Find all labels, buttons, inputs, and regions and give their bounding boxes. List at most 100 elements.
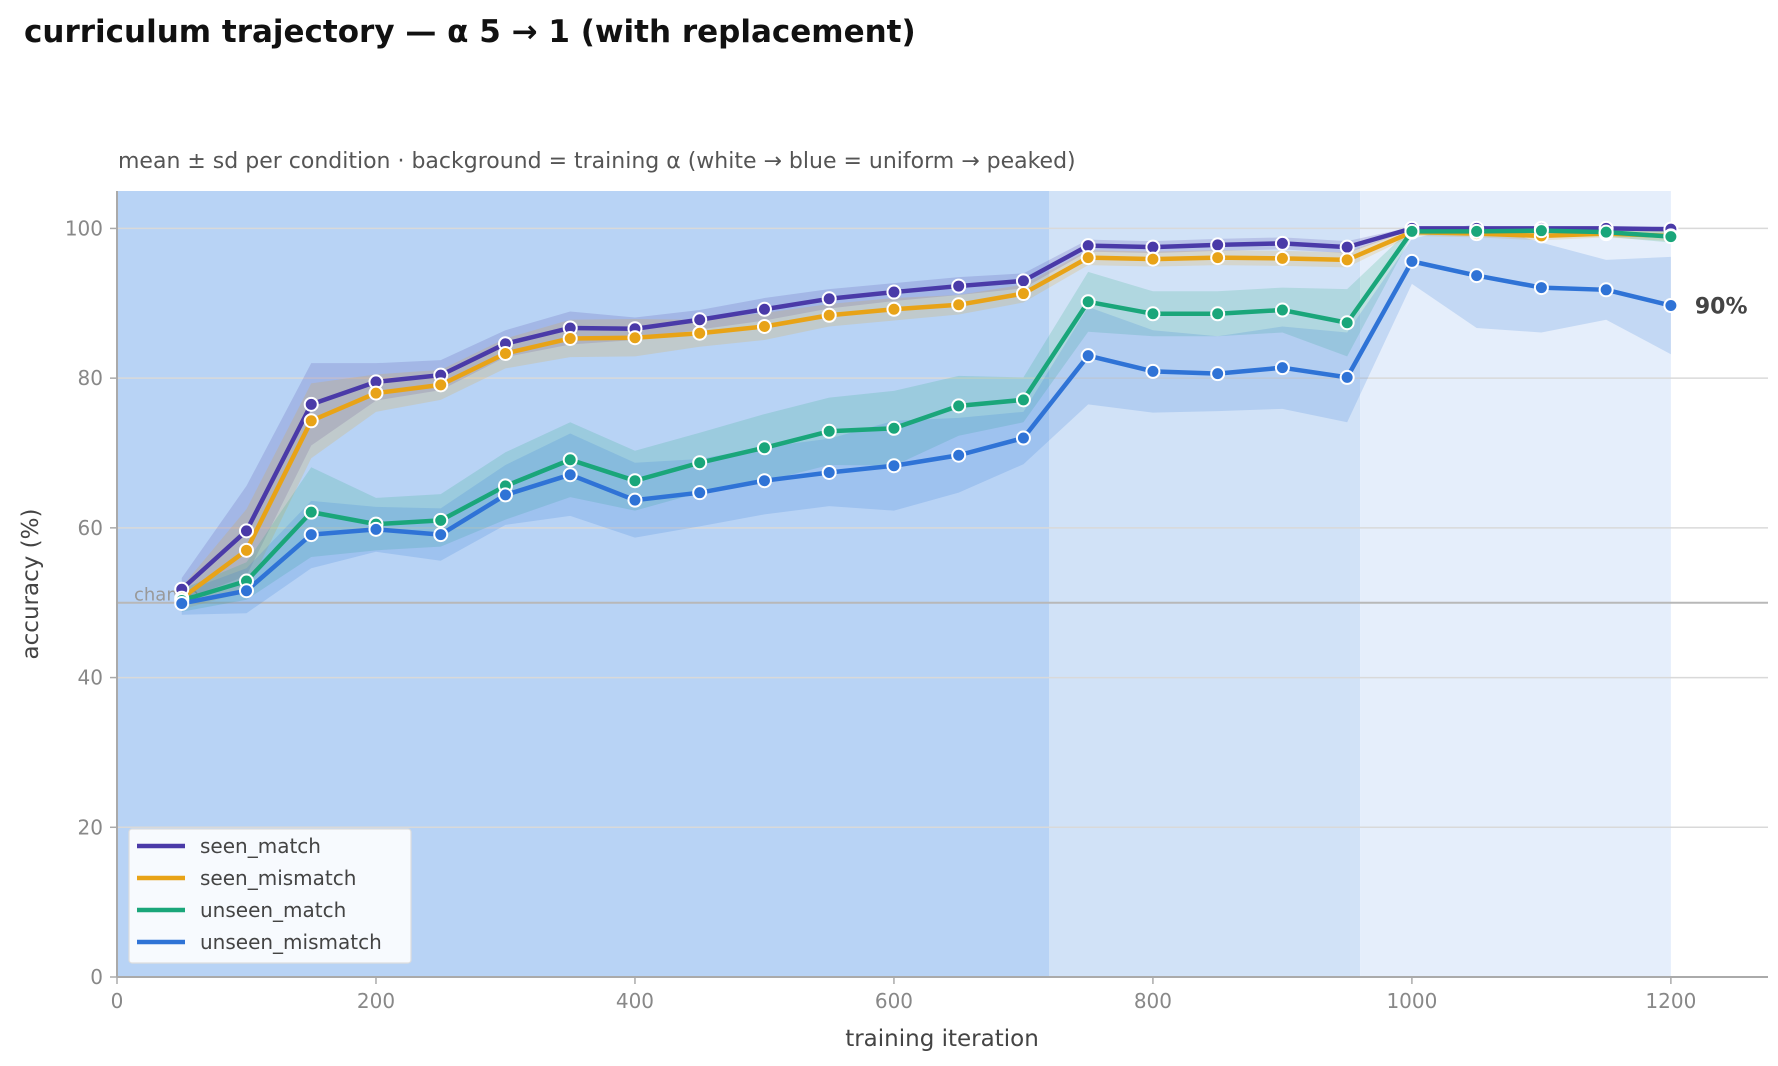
sd-band-seen_match bbox=[181, 226, 1671, 601]
point-seen_mismatch-500 bbox=[756, 318, 772, 334]
point-unseen_match-1000 bbox=[1404, 223, 1420, 239]
point-unseen_mismatch-800 bbox=[1145, 363, 1161, 379]
background-band-2 bbox=[1360, 191, 1671, 977]
legend-label-unseen_mismatch: unseen_mismatch bbox=[200, 930, 382, 954]
y-tick-label-0: 0 bbox=[90, 965, 103, 989]
point-seen_mismatch-600 bbox=[886, 301, 902, 317]
x-tick-label-600: 600 bbox=[875, 989, 913, 1013]
point-unseen_mismatch-300 bbox=[497, 487, 513, 503]
axes bbox=[110, 191, 1768, 984]
point-seen_mismatch-100 bbox=[238, 542, 254, 558]
point-unseen_mismatch-750 bbox=[1080, 348, 1096, 364]
point-unseen_mismatch-200 bbox=[368, 521, 384, 537]
series-line-seen_match bbox=[179, 226, 1674, 592]
point-unseen_mismatch-900 bbox=[1274, 360, 1290, 376]
series-lines bbox=[179, 226, 1674, 606]
y-tick-label-60: 60 bbox=[78, 516, 103, 540]
point-unseen_mismatch-150 bbox=[303, 527, 319, 543]
point-seen_mismatch-450 bbox=[692, 325, 708, 341]
series-line-unseen_mismatch bbox=[179, 259, 1674, 606]
point-seen_match-650 bbox=[951, 278, 967, 294]
point-unseen_match-1200 bbox=[1663, 229, 1679, 245]
point-unseen_mismatch-1050 bbox=[1469, 268, 1485, 284]
point-seen_match-500 bbox=[756, 301, 772, 317]
point-seen_match-150 bbox=[303, 396, 319, 412]
legend-label-unseen_match: unseen_match bbox=[200, 898, 346, 922]
background-band-1 bbox=[1049, 191, 1361, 977]
point-unseen_match-750 bbox=[1080, 294, 1096, 310]
series-line-unseen_match bbox=[179, 228, 1674, 603]
point-unseen_mismatch-600 bbox=[886, 458, 902, 474]
x-tick-label-200: 200 bbox=[357, 989, 395, 1013]
point-seen_mismatch-300 bbox=[497, 345, 513, 361]
point-seen_match-450 bbox=[692, 312, 708, 328]
point-seen_mismatch-150 bbox=[303, 413, 319, 429]
legend-label-seen_mismatch: seen_mismatch bbox=[200, 866, 356, 890]
point-unseen_mismatch-1000 bbox=[1404, 253, 1420, 269]
point-unseen_match-850 bbox=[1210, 306, 1226, 322]
end-value-label: 90% bbox=[1695, 295, 1748, 320]
point-unseen_match-1150 bbox=[1598, 224, 1614, 240]
point-unseen_match-800 bbox=[1145, 306, 1161, 322]
point-seen_match-600 bbox=[886, 284, 902, 300]
point-seen_match-700 bbox=[1015, 273, 1031, 289]
chart-subtitle: mean ± sd per condition · background = t… bbox=[118, 149, 1076, 174]
point-seen_mismatch-900 bbox=[1274, 250, 1290, 266]
y-axis-label: accuracy (%) bbox=[18, 509, 44, 660]
point-seen_match-850 bbox=[1210, 237, 1226, 253]
point-seen_mismatch-550 bbox=[821, 307, 837, 323]
point-unseen_mismatch-950 bbox=[1339, 369, 1355, 385]
point-seen_mismatch-350 bbox=[562, 330, 578, 346]
point-unseen_mismatch-100 bbox=[238, 583, 254, 599]
point-unseen_mismatch-250 bbox=[433, 527, 449, 543]
point-unseen_match-550 bbox=[821, 423, 837, 439]
y-tick-label-20: 20 bbox=[78, 815, 103, 839]
point-seen_mismatch-400 bbox=[627, 330, 643, 346]
series-points bbox=[174, 220, 1679, 611]
annotations: 90% bbox=[1695, 295, 1748, 320]
point-unseen_match-1100 bbox=[1533, 223, 1549, 239]
point-seen_match-950 bbox=[1339, 239, 1355, 255]
point-unseen_match-900 bbox=[1274, 302, 1290, 318]
y-tick-label-80: 80 bbox=[78, 366, 103, 390]
point-unseen_mismatch-850 bbox=[1210, 366, 1226, 382]
point-unseen_match-250 bbox=[433, 512, 449, 528]
grid-lines bbox=[117, 227, 1768, 829]
point-unseen_match-450 bbox=[692, 455, 708, 471]
x-tick-label-1000: 1000 bbox=[1386, 989, 1437, 1013]
point-seen_mismatch-800 bbox=[1145, 251, 1161, 267]
y-tick-label-40: 40 bbox=[78, 666, 103, 690]
x-tick-label-0: 0 bbox=[111, 989, 124, 1013]
x-tick-label-800: 800 bbox=[1134, 989, 1172, 1013]
legend: seen_match seen_mismatch unseen_matchunsee… bbox=[128, 828, 412, 964]
point-unseen_mismatch-1150 bbox=[1598, 282, 1614, 298]
point-unseen_mismatch-1200 bbox=[1663, 298, 1679, 314]
point-unseen_match-650 bbox=[951, 398, 967, 414]
point-unseen_mismatch-500 bbox=[756, 473, 772, 489]
point-seen_mismatch-750 bbox=[1080, 250, 1096, 266]
point-unseen_match-150 bbox=[303, 504, 319, 520]
point-seen_match-900 bbox=[1274, 235, 1290, 251]
point-seen_mismatch-200 bbox=[368, 385, 384, 401]
point-unseen_mismatch-700 bbox=[1015, 430, 1031, 446]
point-seen_mismatch-250 bbox=[433, 377, 449, 393]
point-unseen_mismatch-350 bbox=[562, 467, 578, 483]
sd-band-unseen_mismatch bbox=[181, 223, 1671, 615]
point-unseen_match-950 bbox=[1339, 315, 1355, 331]
chart-title: curriculum trajectory — α 5 → 1 (with re… bbox=[24, 14, 916, 50]
point-unseen_mismatch-50 bbox=[174, 595, 190, 611]
point-unseen_match-350 bbox=[562, 452, 578, 468]
point-unseen_match-1050 bbox=[1469, 223, 1485, 239]
x-tick-label-1200: 1200 bbox=[1645, 989, 1696, 1013]
point-unseen_match-700 bbox=[1015, 392, 1031, 408]
tick-labels: 0 200 400 600 800 1000 1200 0 20 40 60 80 100 bbox=[65, 216, 1697, 1013]
legend-box bbox=[128, 828, 412, 964]
point-unseen_match-400 bbox=[627, 473, 643, 489]
point-unseen_mismatch-650 bbox=[951, 447, 967, 463]
point-unseen_mismatch-450 bbox=[692, 485, 708, 501]
point-unseen_mismatch-400 bbox=[627, 492, 643, 508]
point-seen_match-100 bbox=[238, 523, 254, 539]
point-seen_mismatch-650 bbox=[951, 297, 967, 313]
point-seen_mismatch-850 bbox=[1210, 250, 1226, 266]
